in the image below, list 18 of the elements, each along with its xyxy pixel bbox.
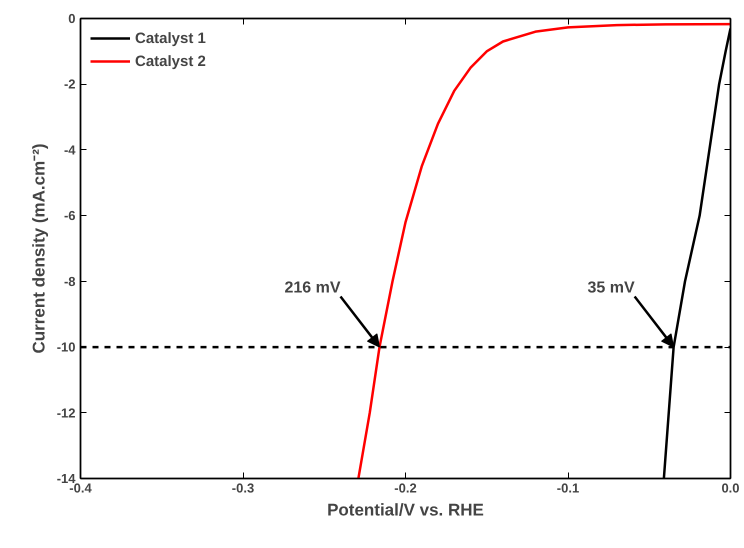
legend-label: Catalyst 2 xyxy=(135,52,206,70)
y-tick-label: -2 xyxy=(64,76,76,92)
x-tick-label: 0.0 xyxy=(721,480,740,496)
y-tick-label: -6 xyxy=(64,208,76,224)
y-axis-title: Current density (mA.cm⁻²) xyxy=(30,143,49,354)
y-tick-label: 0 xyxy=(68,11,76,26)
annotation: 35 mV xyxy=(587,279,635,296)
x-tick-label: -0.2 xyxy=(394,480,417,496)
x-tick-label: -0.1 xyxy=(556,480,580,496)
y-tick-label: -10 xyxy=(56,340,76,355)
x-tick-label: -0.3 xyxy=(232,480,254,496)
x-axis-title: Potential/V vs. RHE xyxy=(327,500,484,520)
legend-label: Catalyst 1 xyxy=(135,30,206,46)
line-series xyxy=(357,22,730,478)
y-tick-label: -8 xyxy=(64,274,76,289)
annotation: 216 mV xyxy=(284,279,341,296)
y-tick-label: -4 xyxy=(64,142,76,158)
y-tick-label: -12 xyxy=(56,405,76,420)
